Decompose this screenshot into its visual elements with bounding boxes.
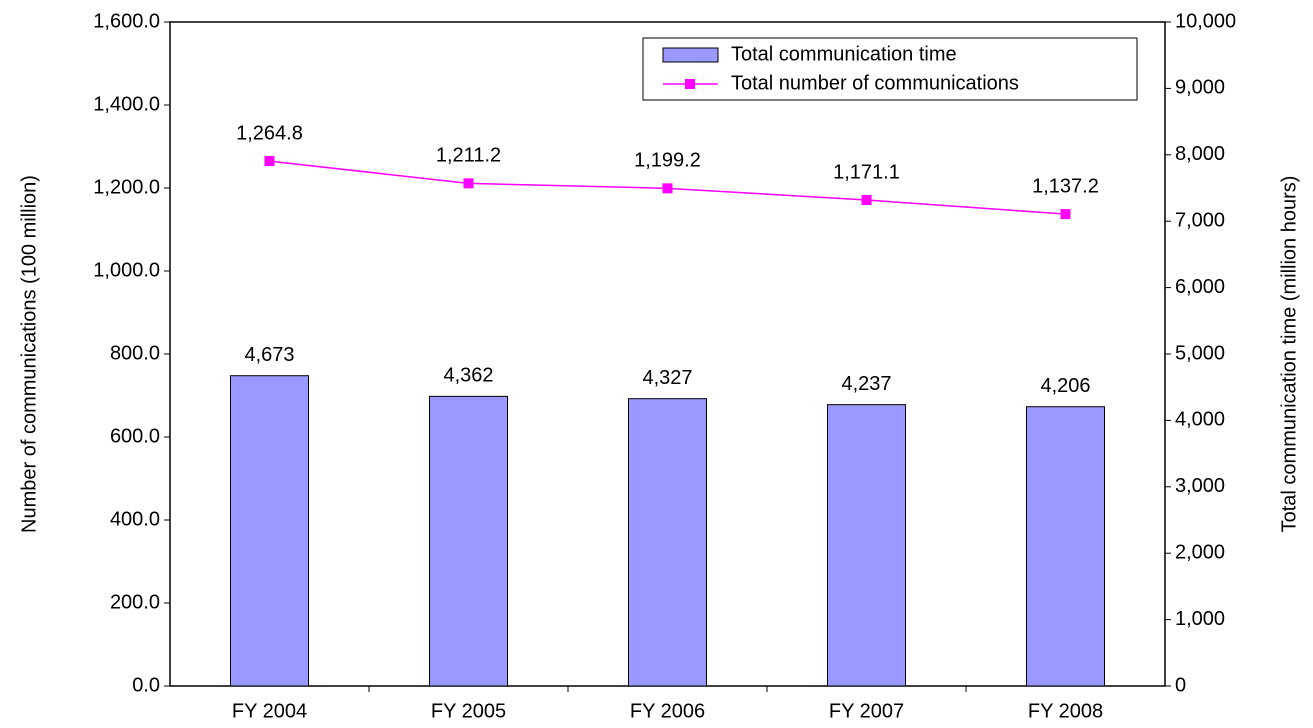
- y2-tick-label: 7,000: [1175, 209, 1225, 231]
- y2-tick-label: 3,000: [1175, 475, 1225, 497]
- y2-tick-label: 5,000: [1175, 342, 1225, 364]
- y2-tick-label: 9,000: [1175, 77, 1225, 99]
- y2-tick-label: 2,000: [1175, 541, 1225, 563]
- y2-tick-label: 6,000: [1175, 276, 1225, 298]
- y-tick-label: 0.0: [132, 674, 160, 696]
- x-tick-label: FY 2005: [431, 700, 506, 722]
- y2-tick-label: 0: [1175, 674, 1186, 696]
- legend-box: [642, 37, 1138, 101]
- line-marker: [463, 178, 474, 189]
- bar: [429, 395, 508, 687]
- x-tick-label: FY 2004: [232, 700, 307, 722]
- y-tick-label: 1,200.0: [93, 176, 160, 198]
- line-value-label: 1,211.2: [436, 145, 501, 167]
- y2-tick-label: 4,000: [1175, 409, 1225, 431]
- line-value-label: 1,264.8: [236, 122, 303, 144]
- x-tick-label: FY 2008: [1028, 700, 1103, 722]
- y2-tick-label: 8,000: [1175, 143, 1225, 165]
- legend-marker: [685, 79, 695, 89]
- y-tick-label: 800.0: [110, 342, 160, 364]
- line-value-label: 1,199.2: [634, 150, 701, 172]
- line-value-label: 1,171.1: [833, 161, 900, 183]
- y-tick-label: 200.0: [110, 591, 160, 613]
- bar: [1026, 406, 1105, 687]
- y-tick-label: 1,400.0: [93, 93, 160, 115]
- y-tick-label: 1,000.0: [93, 259, 160, 281]
- y-axis-label: Number of communications (100 million): [18, 175, 40, 533]
- bar-value-label: 4,206: [1040, 375, 1090, 397]
- y-tick-label: 400.0: [110, 508, 160, 530]
- y2-tick-label: 1,000: [1175, 608, 1225, 630]
- line-marker: [264, 156, 275, 167]
- bar-value-label: 4,673: [244, 344, 294, 366]
- y2-tick-label: 10,000: [1175, 10, 1236, 32]
- line-marker: [662, 183, 673, 194]
- legend-label: Total communication time: [731, 43, 957, 65]
- bar-value-label: 4,362: [443, 365, 493, 387]
- bar: [827, 404, 906, 687]
- legend-label: Total number of communications: [731, 72, 1019, 94]
- y-tick-label: 600.0: [110, 425, 160, 447]
- legend-swatch: [662, 47, 719, 63]
- bar: [230, 375, 309, 687]
- x-tick-label: FY 2006: [630, 700, 705, 722]
- line-marker: [1060, 209, 1071, 220]
- bar: [628, 398, 707, 687]
- bar-value-label: 4,237: [841, 373, 891, 395]
- line-marker: [861, 194, 872, 205]
- y2-axis-label: Total communication time (million hours): [1278, 176, 1300, 533]
- x-tick-label: FY 2007: [829, 700, 904, 722]
- y-tick-label: 1,600.0: [93, 10, 160, 32]
- line-value-label: 1,137.2: [1032, 175, 1099, 197]
- bar-value-label: 4,327: [642, 367, 692, 389]
